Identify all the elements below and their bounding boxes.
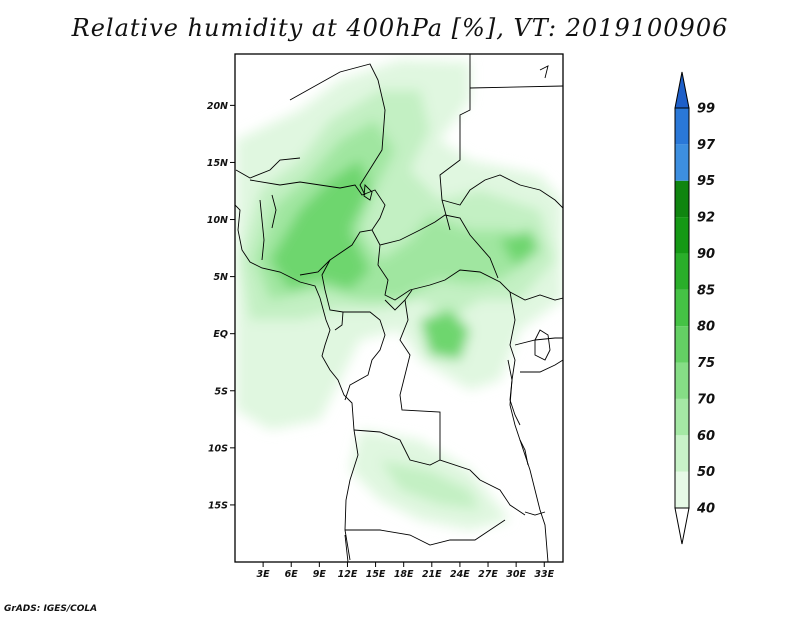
border	[371, 229, 511, 301]
page-title: Relative humidity at 400hPa [%], VT: 201…	[71, 14, 729, 42]
x-tick-label: 27E	[478, 569, 498, 580]
colorbar-swatch	[675, 398, 689, 436]
x-tick-label: 24E	[450, 569, 470, 580]
colorbar-label: 99	[697, 102, 715, 117]
colorbar-swatch	[675, 217, 689, 254]
colorbar-swatch	[675, 326, 689, 363]
lake	[534, 329, 551, 361]
border	[321, 259, 386, 401]
colorbar-swatch	[675, 180, 689, 218]
x-tick-label: 33E	[534, 569, 554, 580]
colorbar-swatch	[675, 362, 689, 399]
colorbar: 40 50 60 70 75 80 85 90 92 95 97 99	[674, 71, 716, 545]
colorbar-label: 40	[696, 502, 715, 517]
colorbar-swatch	[675, 144, 689, 181]
x-tick-label: 21E	[422, 569, 442, 580]
colorbar-label: 92	[697, 211, 715, 226]
colorbar-label: 80	[697, 320, 715, 335]
colorbar-swatch	[675, 253, 689, 290]
y-tick-label: 5N	[213, 272, 228, 283]
colorbar-label: 60	[697, 429, 715, 444]
humidity-region-high	[270, 160, 370, 290]
lake	[539, 65, 549, 79]
colorbar-label: 97	[697, 138, 716, 153]
colorbar-extend-low	[674, 507, 690, 545]
x-tick-label: 30E	[506, 569, 526, 580]
border	[235, 157, 301, 179]
border	[289, 63, 386, 196]
colorbar-label: 85	[697, 283, 715, 298]
y-tick-label: EQ	[213, 329, 228, 340]
border	[271, 194, 277, 229]
y-tick-label: 10S	[208, 443, 228, 454]
border	[379, 214, 499, 279]
lake	[524, 511, 546, 516]
border	[520, 359, 563, 373]
lake	[519, 439, 529, 466]
x-tick-label: 9E	[313, 569, 327, 580]
y-tick-label: 5S	[215, 386, 229, 397]
x-tick-label: 3E	[257, 569, 271, 580]
colorbar-label: 70	[697, 392, 715, 407]
colorbar-swatch	[675, 108, 689, 145]
border	[441, 174, 563, 209]
border	[509, 291, 563, 301]
border	[334, 311, 344, 331]
y-tick-label: 15S	[208, 500, 228, 511]
humidity-region-high	[420, 310, 470, 360]
x-tick-label: 18E	[394, 569, 414, 580]
border	[479, 479, 526, 516]
border	[345, 519, 506, 546]
y-axis: 20N 15N 10N 5N EQ 5S 10S 15S	[207, 101, 235, 511]
colorbar-swatch	[675, 435, 689, 472]
x-axis: 3E 6E 9E 12E 15E 18E 21E 24E 27E 30E 33E	[257, 562, 555, 580]
y-tick-label: 20N	[207, 101, 228, 112]
y-tick-label: 15N	[207, 158, 228, 169]
humidity-region-high	[500, 230, 540, 265]
colorbar-swatch	[675, 471, 689, 508]
humidity-field	[236, 60, 562, 530]
border	[249, 179, 386, 276]
credit-label: GrADS: IGES/COLA	[4, 604, 98, 614]
humidity-region-mid	[380, 460, 480, 510]
colorbar-outline	[674, 107, 690, 509]
lake	[363, 184, 373, 201]
border	[509, 291, 549, 562]
x-tick-label: 15E	[366, 569, 386, 580]
x-tick-label: 6E	[285, 569, 299, 580]
x-tick-label: 12E	[338, 569, 358, 580]
colorbar-swatch	[675, 289, 689, 327]
border	[469, 85, 563, 89]
country-borders	[235, 54, 563, 562]
map-frame	[234, 53, 564, 563]
colorbar-label: 95	[697, 174, 715, 189]
border	[344, 534, 349, 562]
border	[514, 337, 563, 346]
border	[384, 289, 413, 311]
colorbar-label: 50	[697, 465, 715, 480]
border	[399, 299, 481, 481]
border	[259, 199, 265, 261]
lake	[507, 359, 521, 426]
colorbar-label: 90	[697, 247, 715, 262]
y-tick-label: 10N	[207, 215, 228, 226]
colorbar-extend-high	[674, 71, 690, 109]
colorbar-label: 75	[697, 356, 715, 371]
coastline	[235, 204, 359, 561]
border	[353, 429, 441, 466]
